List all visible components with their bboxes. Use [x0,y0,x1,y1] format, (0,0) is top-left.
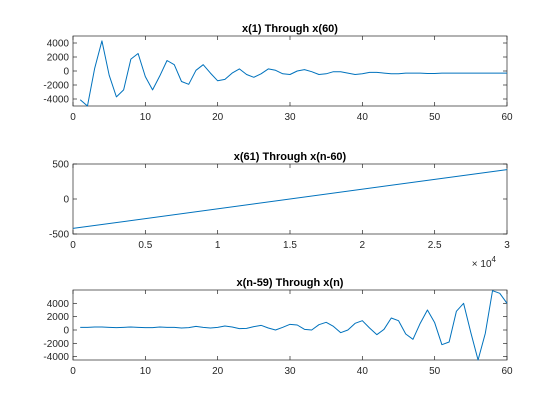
y-tick-label: 0 [63,195,69,206]
x-tick-label: 0.5 [138,240,152,251]
x-tick-label: 0 [70,112,76,123]
subplot-1-title: x(1) Through x(60) [242,23,338,35]
subplot-1: x(1) Through x(60) 0 10 20 30 40 50 60 -4000 -20… [43,23,513,123]
x-tick-label: 10 [140,112,152,123]
subplot-3-title: x(n-59) Through x(n) [237,277,344,289]
y-tick-label: -4000 [43,95,69,106]
x-tick-label: 1 [215,240,221,251]
y-tick-label: -2000 [43,339,69,350]
x-tick-label: 10 [140,366,152,377]
x-tick-label: 20 [212,366,224,377]
x-tick-label: 50 [429,366,441,377]
x-tick-label: 60 [501,112,513,123]
y-tick-label: 2000 [47,312,70,323]
subplot-3-axes [72,289,508,361]
x-tick-label: 2.5 [428,240,442,251]
subplot-3-ticks: 0 10 20 30 40 50 60 -4000 -2000 0 2000 4000 [43,290,513,377]
x-tick-label: 0 [70,240,76,251]
x-tick-label: 3 [504,240,510,251]
x-tick-label: 40 [357,112,369,123]
series-line [72,169,508,229]
y-tick-label: 4000 [47,299,70,310]
x-tick-label: 30 [284,112,296,123]
subplot-2-exponent-label: × 104 [472,255,497,270]
series-line [80,290,508,361]
y-tick-label: 500 [52,160,69,171]
y-tick-label: 0 [63,326,69,337]
subplot-1-ticks: 0 10 20 30 40 50 60 -4000 -2000 0 2000 4000 [43,36,513,123]
y-tick-label: 2000 [47,53,70,64]
x-tick-label: 50 [429,112,441,123]
x-tick-label: 0 [70,366,76,377]
y-tick-label: 0 [63,67,69,78]
x-tick-label: 60 [501,366,513,377]
y-tick-label: 4000 [47,39,70,50]
x-tick-label: 1.5 [283,240,297,251]
subplot-2: x(61) Through x(n-60) 0 0.5 1 1.5 2 2.5 3-5000… [49,151,510,270]
subplot-3: x(n-59) Through x(n) 0 10 20 30 40 50 60 -4000 -… [43,277,513,377]
y-tick-label: -500 [49,230,69,241]
series-line [79,40,507,107]
x-tick-label: 30 [284,366,296,377]
y-tick-label: -2000 [43,81,69,92]
x-tick-label: 20 [212,112,224,123]
x-tick-label: 2 [360,240,366,251]
subplot-1-series [79,40,507,107]
y-tick-label: -4000 [43,352,69,363]
subplot-2-title: x(61) Through x(n-60) [234,151,347,163]
subplot-1-axes [72,35,508,107]
subplot-2-series [72,169,508,229]
subplot-3-series [80,290,508,361]
x-tick-label: 40 [357,366,369,377]
